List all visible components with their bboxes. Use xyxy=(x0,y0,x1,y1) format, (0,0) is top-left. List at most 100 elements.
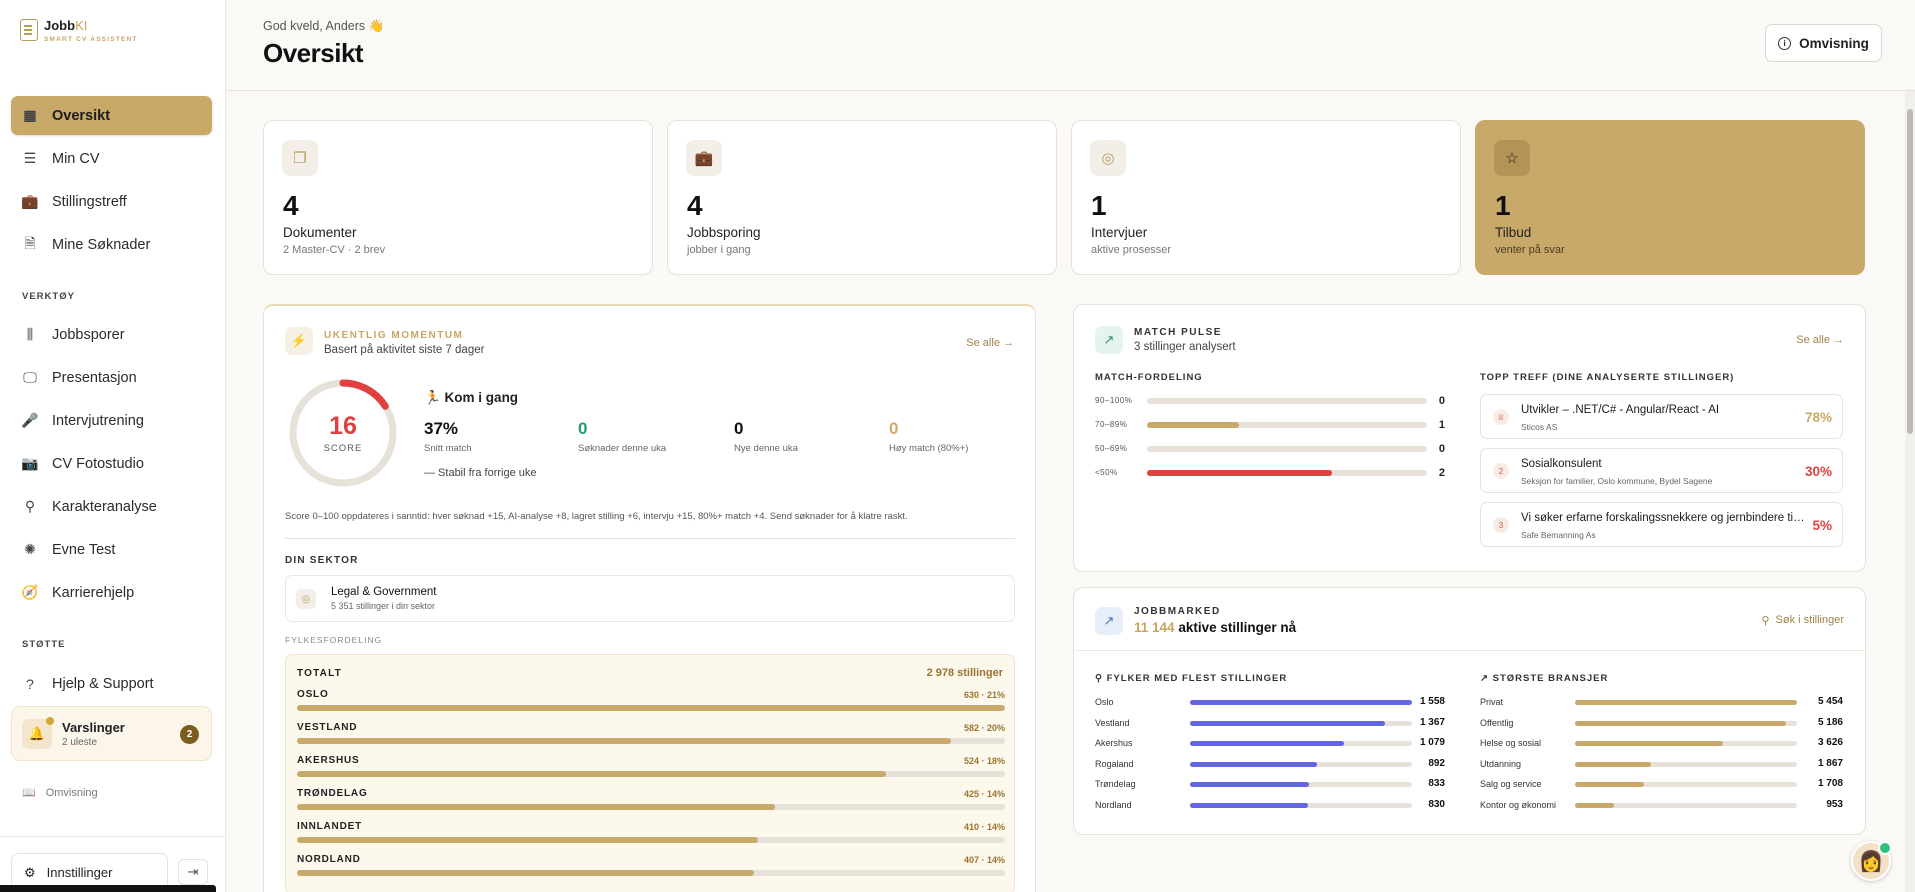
momentum-stat-value: 0 xyxy=(889,419,899,438)
momentum-stat-label: Høy match (80%+) xyxy=(889,443,969,454)
industry-bar-track xyxy=(1575,782,1797,787)
match-distribution-row: 70–89% 1 xyxy=(1095,418,1445,434)
nav-item-monitor[interactable]: 🖵 Presentasjon xyxy=(11,358,212,397)
momentum-see-all-link[interactable]: Se alle → xyxy=(966,337,1014,349)
match-bar-track xyxy=(1147,398,1427,404)
momentum-score-label: SCORE xyxy=(323,443,363,454)
region-row: Trøndelag 833 xyxy=(1095,777,1445,797)
lightning-icon: ⚡ xyxy=(285,327,313,355)
monitor-icon: 🖵 xyxy=(23,369,37,385)
stat-card-target[interactable]: ◎ 1 Intervjuer aktive prosesser xyxy=(1071,120,1461,275)
logout-button[interactable]: ⇥ xyxy=(178,859,208,885)
notifications-subtitle: 2 uleste xyxy=(62,736,98,748)
match-bar-track xyxy=(1147,422,1427,428)
nav-item-label: Min CV xyxy=(52,150,100,167)
momentum-stat-label: Søknader denne uka xyxy=(578,443,667,454)
region-bar-fill xyxy=(1190,802,1309,808)
nav-item-kanban[interactable]: ⫼ Jobbsporer xyxy=(11,315,212,354)
stat-card-documents[interactable]: ❐ 4 Dokumenter 2 Master-CV · 2 brev xyxy=(263,120,653,275)
region-row: Akershus 1 079 xyxy=(1095,736,1445,756)
county-distribution-heading: FYLKESFORDELING xyxy=(285,635,383,645)
match-pulse-see-all-link[interactable]: Se alle → xyxy=(1796,334,1844,346)
match-count: 0 xyxy=(1438,395,1445,407)
nav-item-label: Oversikt xyxy=(52,107,111,124)
county-row: VESTLAND 582 · 20% xyxy=(297,722,1005,752)
trending-up-icon: ↗ xyxy=(1095,326,1123,354)
county-distribution-box: TOTALT 2 978 stillinger OSLO 630 · 21% VES… xyxy=(285,654,1015,892)
brain-icon: ✺ xyxy=(24,541,36,557)
search-icon: ⚲ xyxy=(1761,615,1770,627)
county-name: AKERSHUS xyxy=(297,755,360,766)
momentum-stat-label: Snitt match xyxy=(424,443,472,454)
scrollbar-thumb[interactable] xyxy=(1907,109,1913,434)
momentum-divider xyxy=(285,538,1015,539)
industry-bar-fill xyxy=(1575,802,1614,808)
assistant-avatar[interactable]: 👩 xyxy=(1851,841,1892,881)
region-name: Rogaland xyxy=(1095,758,1134,769)
momentum-score-value: 16 xyxy=(329,412,357,440)
kanban-icon: ⫼ xyxy=(26,326,34,342)
stat-card-star[interactable]: ☆ 1 Tilbud venter på svar xyxy=(1475,120,1865,275)
top-match-item[interactable]: 2 Sosialkonsulent Seksjon for familier, Os… xyxy=(1480,448,1843,493)
county-name: INNLANDET xyxy=(297,821,362,832)
industry-bar-track xyxy=(1575,720,1797,726)
nav-item-document[interactable]: 🗎 Mine Søknader xyxy=(11,225,212,264)
region-name: Vestland xyxy=(1095,717,1130,728)
nav-section-tools: VERKTØY xyxy=(22,291,75,302)
nav-item-compass[interactable]: 🧭 Karrierehjelp xyxy=(11,573,212,612)
rank-badge: 3 xyxy=(1493,517,1509,533)
industry-row: Privat 5 454 xyxy=(1480,695,1843,715)
nav-item-brain[interactable]: ✺ Evne Test xyxy=(11,530,212,569)
document-logo-icon xyxy=(20,19,38,41)
industry-bar-fill xyxy=(1575,741,1723,746)
job-market-title: JOBBMARKED xyxy=(1134,606,1221,617)
nav-item-camera[interactable]: 📷 CV Fotostudio xyxy=(11,444,212,483)
county-value: 524 · 18% xyxy=(963,756,1005,766)
top-match-company: Seksjon for familier, Oslo kommune, Byde… xyxy=(1521,476,1713,486)
app-logo[interactable]: JobbKI SMART CV ASSISTENT xyxy=(20,19,138,43)
county-bar-fill xyxy=(297,837,758,843)
county-name: NORDLAND xyxy=(297,854,361,865)
rank-badge: 2 xyxy=(1493,463,1509,479)
top-match-item[interactable]: 3 Vi søker erfarne forskalingssnekkere og… xyxy=(1480,502,1843,547)
top-match-item[interactable]: ♕ Utvikler – .NET/C# - Angular/React - AI… xyxy=(1480,394,1843,439)
camera-icon: 📷 xyxy=(21,455,39,471)
county-bar-track xyxy=(297,771,1005,777)
stat-card-briefcase[interactable]: 💼 4 Jobbsporing jobber i gang xyxy=(667,120,1057,275)
settings-label: Innstillinger xyxy=(46,865,113,880)
county-total-value: 2 978 stillinger xyxy=(926,667,1003,679)
target-icon: ◎ xyxy=(296,589,316,609)
match-bar-fill xyxy=(1147,422,1240,428)
industry-bar-fill xyxy=(1575,700,1797,705)
nav-item-microphone[interactable]: 🎤 Intervjutrening xyxy=(11,401,212,440)
match-pulse-subtitle: 3 stillinger analysert xyxy=(1134,341,1236,353)
bell-icon: 🔔 xyxy=(22,716,54,749)
page-title: Oversikt xyxy=(263,38,364,68)
compass-icon: 🧭 xyxy=(21,584,39,600)
industry-row: Kontor og økonomi 953 xyxy=(1480,798,1843,818)
search-icon: ⚲ xyxy=(24,498,36,514)
notifications-card[interactable]: 🔔 Varslinger 2 uleste 2 xyxy=(11,706,212,761)
county-name: VESTLAND xyxy=(297,722,358,733)
top-match-title: Utvikler – .NET/C# - Angular/React - AI xyxy=(1521,404,1720,416)
nav-item-label: CV Fotostudio xyxy=(52,455,144,472)
sector-card[interactable]: ◎ Legal & Government 5 351 stillinger i … xyxy=(285,575,1015,622)
industry-value: 1 867 xyxy=(1817,757,1843,769)
nav-item-briefcase[interactable]: 💼 Stillingstreff xyxy=(11,182,212,221)
stat-value: 4 xyxy=(687,190,703,221)
tour-button[interactable]: i Omvisning xyxy=(1765,24,1882,62)
county-bar-track xyxy=(297,837,1005,843)
search-jobs-link[interactable]: ⚲ Søk i stillinger xyxy=(1761,614,1844,627)
stat-subtitle: venter på svar xyxy=(1495,244,1565,256)
nav-item-cv[interactable]: ☰ Min CV xyxy=(11,139,212,178)
industry-name: Privat xyxy=(1480,697,1504,707)
momentum-subtitle: Basert på aktivitet siste 7 dager xyxy=(324,344,485,356)
county-bar-fill xyxy=(297,870,755,876)
nav-item-label: Karakteranalyse xyxy=(52,498,157,515)
nav-item-help[interactable]: ? Hjelp & Support xyxy=(11,664,212,703)
nav-section-support: STØTTE xyxy=(22,639,66,650)
nav-item-search[interactable]: ⚲ Karakteranalyse xyxy=(11,487,212,526)
sidebar-tour-link[interactable]: 📖 Omvisning xyxy=(22,786,98,800)
nav-item-grid[interactable]: ▦ Oversikt xyxy=(11,96,212,135)
page-scrollbar[interactable] xyxy=(1905,91,1915,892)
